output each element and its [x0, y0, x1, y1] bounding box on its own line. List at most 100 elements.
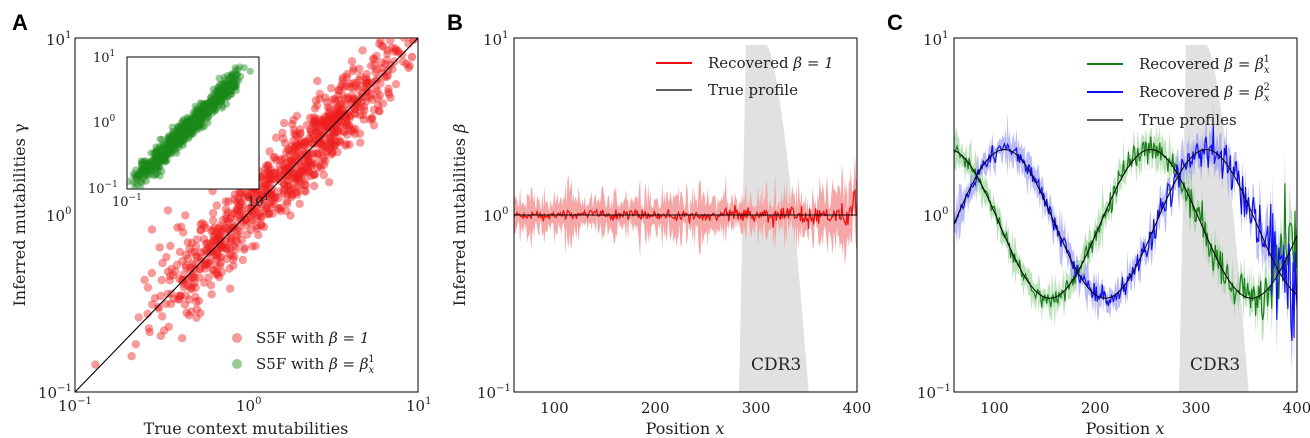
inset-point — [195, 118, 204, 126]
inset-point — [158, 150, 166, 158]
scatter-point — [278, 128, 287, 137]
scatter-point — [191, 283, 200, 293]
scatter-point — [265, 169, 274, 178]
scatter-point — [297, 175, 306, 184]
scatter-point — [202, 261, 211, 270]
scatter-point — [180, 275, 189, 285]
scatter-point — [329, 120, 338, 129]
inset-point — [219, 90, 227, 98]
scatter-point — [295, 129, 305, 139]
inset-point — [156, 135, 164, 143]
scatter-point — [366, 115, 375, 124]
scatter-point — [212, 201, 221, 210]
a-legend-marker-red — [232, 333, 242, 343]
inset-point — [220, 73, 228, 81]
scatter-point — [270, 152, 279, 162]
scatter-point — [265, 198, 275, 208]
inset-point — [159, 141, 167, 149]
inset-point — [225, 82, 233, 91]
scatter-point — [261, 181, 271, 190]
scatter-point — [222, 214, 231, 224]
inset-point — [154, 166, 162, 174]
scatter-point — [192, 252, 201, 261]
inset-point — [181, 118, 189, 126]
scatter-point — [216, 234, 225, 243]
scatter-point — [368, 95, 377, 104]
scatter-point — [192, 235, 202, 244]
inset-point — [193, 123, 202, 132]
scatter-point — [373, 93, 382, 103]
inset-point — [195, 125, 203, 133]
inset-point — [152, 147, 160, 155]
inset-point — [216, 85, 224, 93]
scatter-point — [301, 137, 311, 146]
inset-point — [199, 105, 207, 113]
inset-point — [209, 96, 217, 104]
scatter-point — [358, 92, 367, 101]
scatter-point — [144, 324, 154, 333]
scatter-point — [290, 144, 299, 153]
scatter-point — [206, 281, 216, 290]
inset-point — [174, 141, 182, 149]
inset-point — [137, 185, 145, 189]
inset-point — [183, 127, 191, 135]
inset-point — [191, 122, 199, 130]
inset-point — [186, 116, 194, 124]
scatter-point — [280, 118, 289, 128]
b-legend-black: True profile — [708, 81, 798, 99]
inset-point — [153, 145, 161, 153]
scatter-point — [338, 110, 347, 119]
scatter-point — [318, 130, 327, 139]
scatter-point — [213, 268, 222, 278]
inset-point — [221, 86, 229, 94]
inset-point — [141, 168, 149, 176]
inset-point — [164, 136, 172, 144]
scatter-point — [283, 165, 292, 174]
scatter-point — [335, 108, 345, 118]
scatter-point — [244, 192, 254, 201]
b-xtick-200: 200 — [641, 399, 670, 417]
inset-point — [178, 135, 186, 143]
scatter-point — [190, 278, 199, 287]
scatter-point — [195, 273, 204, 282]
scatter-point — [235, 197, 244, 206]
scatter-point — [212, 261, 221, 271]
inset-point — [144, 162, 152, 171]
scatter-point — [237, 206, 246, 215]
inset-point — [149, 164, 157, 172]
scatter-point — [293, 168, 302, 177]
scatter-point — [199, 234, 209, 244]
inset-point — [175, 136, 183, 144]
scatter-point — [285, 186, 294, 195]
scatter-point — [268, 168, 278, 178]
inset-point — [227, 90, 236, 98]
scatter-point — [231, 231, 241, 241]
scatter-point — [279, 189, 288, 198]
inset-point — [231, 79, 239, 87]
panel-b: CDR3 101 100 10−1 100 200 300 400 Position … — [450, 30, 871, 438]
scatter-point — [181, 211, 190, 220]
inset-point — [222, 80, 230, 88]
inset-point — [214, 91, 222, 99]
scatter-point — [358, 88, 367, 98]
scatter-point — [336, 82, 346, 92]
inset-point — [214, 98, 222, 106]
inset-point — [158, 156, 166, 164]
inset-point — [140, 165, 148, 174]
inset-point — [211, 97, 219, 105]
scatter-point — [265, 147, 274, 156]
scatter-point — [324, 107, 333, 116]
scatter-point — [318, 115, 328, 125]
inset-point — [145, 162, 154, 170]
scatter-point — [265, 171, 274, 180]
scatter-point — [266, 190, 276, 200]
scatter-point — [246, 218, 255, 227]
inset-point — [197, 105, 205, 113]
inset-point — [210, 99, 218, 107]
scatter-point — [290, 143, 299, 152]
scatter-point — [240, 245, 249, 254]
scatter-point — [175, 295, 184, 304]
inset-point — [196, 107, 204, 115]
inset-point — [130, 185, 138, 189]
scatter-point — [362, 75, 371, 85]
